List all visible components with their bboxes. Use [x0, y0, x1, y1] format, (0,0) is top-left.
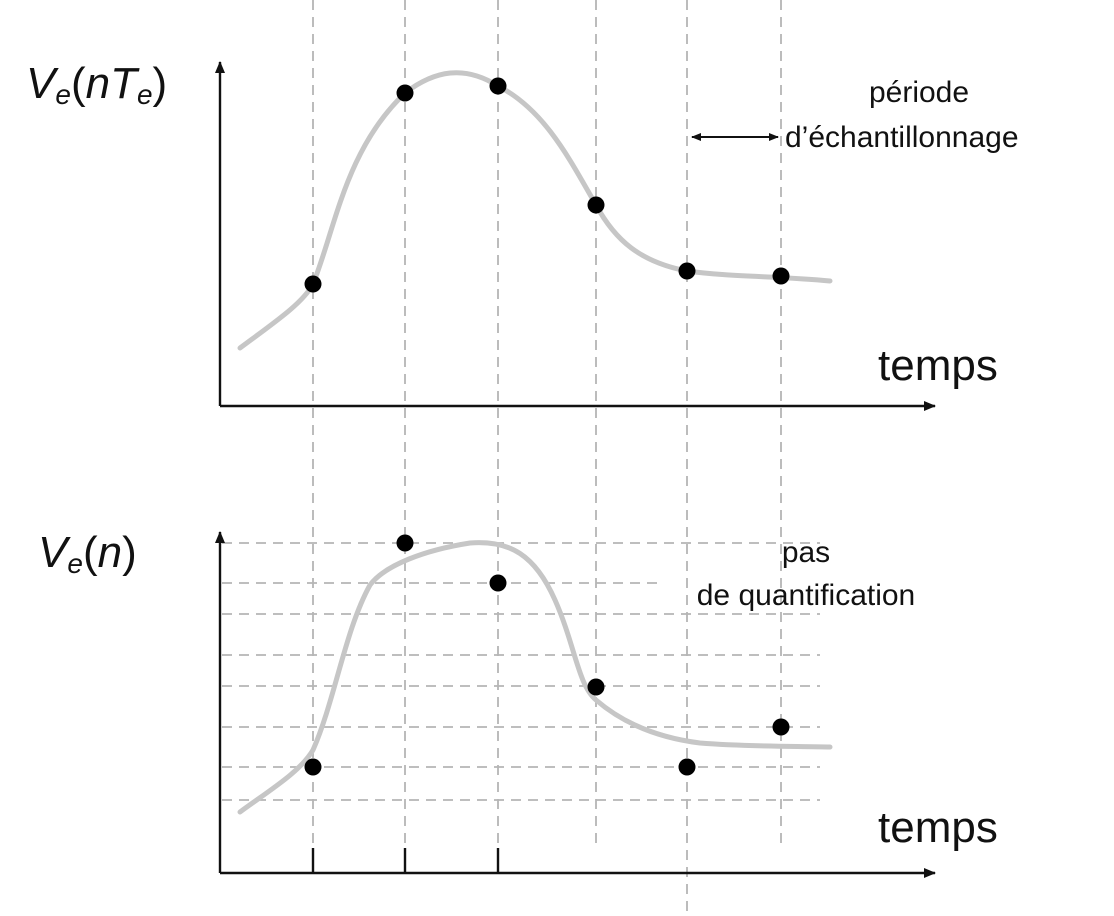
- top-sample-dot: [396, 84, 414, 102]
- top-sample-dot: [587, 196, 605, 214]
- bottom-samples: [304, 534, 790, 776]
- top-x-axis-label: temps: [878, 341, 998, 390]
- top-axes: [215, 61, 936, 411]
- bottom-x-axis-label: temps: [878, 803, 998, 852]
- bottom-y-axis-label: Ve(n): [38, 528, 137, 579]
- top-sample-dot: [304, 275, 322, 293]
- bottom-sample-dot: [489, 574, 507, 592]
- top-sample-dot: [489, 77, 507, 95]
- sampling-period-label-line2: d’échantillonnage: [785, 121, 1019, 154]
- bottom-sample-dot: [678, 758, 696, 776]
- sampling-period-label-line1: période: [869, 76, 969, 109]
- bottom-x-ticks: [311, 848, 500, 873]
- bottom-sample-dot: [772, 718, 790, 736]
- bottom-axes: [215, 531, 936, 878]
- quantization-step-label-line2: de quantification: [697, 579, 916, 612]
- top-y-axis-label: Ve(nTe): [26, 59, 167, 110]
- sampling-guides: [312, 0, 782, 916]
- top-sample-dot: [678, 262, 696, 280]
- bottom-sample-dot: [587, 678, 605, 696]
- top-analog-curve: [237, 70, 833, 351]
- bottom-sample-dot: [304, 758, 322, 776]
- top-samples: [304, 77, 790, 293]
- quantization-step-label-line1: pas: [782, 536, 830, 569]
- quantization-grid: [222, 542, 820, 801]
- bottom-sample-dot: [396, 534, 414, 552]
- bottom-analog-curve: [237, 540, 833, 815]
- top-sample-dot: [772, 267, 790, 285]
